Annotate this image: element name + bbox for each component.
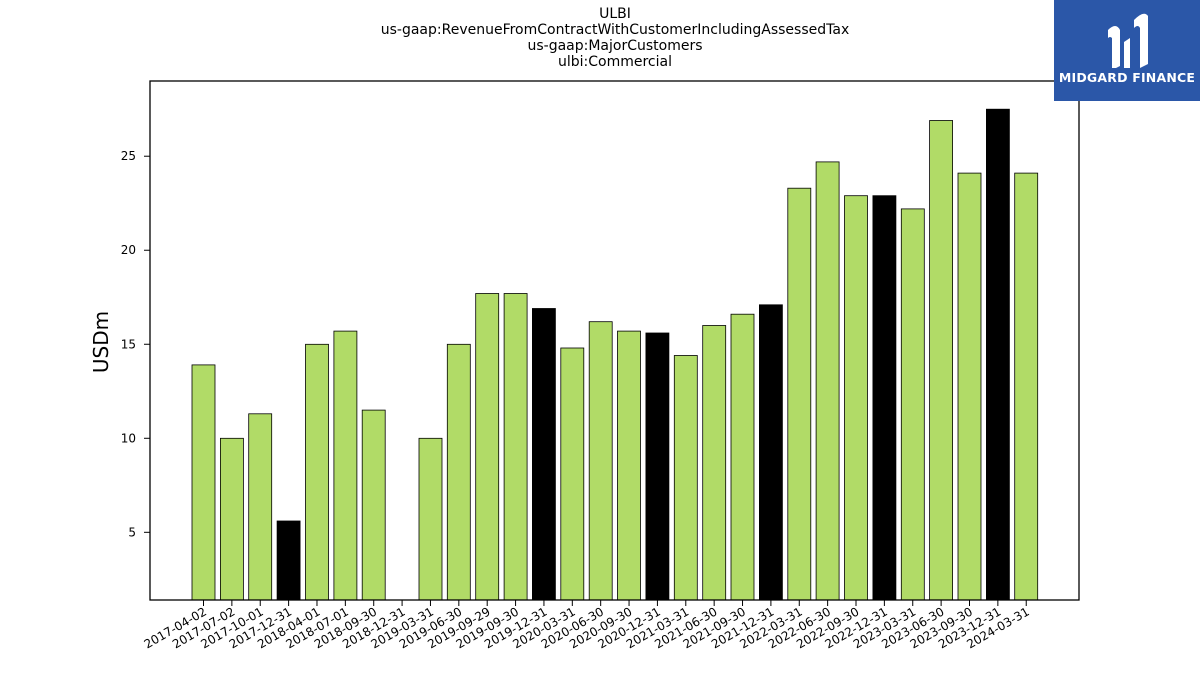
y-tick-label: 25 — [121, 149, 136, 163]
midgard-logo-icon — [1108, 13, 1148, 68]
chart-title-line-1: ULBI — [599, 6, 631, 22]
bar-2021-06-30 — [702, 325, 727, 601]
bar-2020-12-31 — [645, 332, 670, 601]
bar-2023-12-31 — [986, 108, 1010, 601]
bar-2017-10-01 — [248, 413, 273, 601]
bar-2023-03-31 — [900, 208, 925, 601]
chart-title-line-2: us-gaap:RevenueFromContractWithCustomerI… — [380, 22, 850, 38]
bar-2023-06-30 — [929, 120, 953, 601]
y-tick-label: 5 — [128, 525, 136, 539]
bar-series — [191, 108, 1039, 601]
bar-2019-09-29 — [475, 293, 500, 601]
bar-2022-09-30 — [844, 195, 868, 601]
bar-2022-03-31 — [787, 187, 812, 601]
bar-2021-03-31 — [673, 355, 698, 601]
bar-2018-09-30 — [361, 409, 386, 601]
bar-2020-03-31 — [560, 347, 585, 601]
bar-2019-12-31 — [532, 308, 556, 601]
chart-title-line-3: us-gaap:MajorCustomers — [527, 38, 703, 54]
bar-2020-09-30 — [617, 330, 641, 601]
bar-2022-12-31 — [872, 195, 897, 601]
bar-2023-09-30 — [957, 172, 982, 601]
bar-2019-09-30 — [503, 293, 528, 601]
bar-2018-04-01 — [305, 343, 329, 601]
logo-text: MIDGARD FINANCE — [1058, 70, 1196, 85]
bar-2017-12-31 — [276, 520, 301, 601]
bar-2017-07-02 — [219, 437, 244, 601]
bar-2022-06-30 — [815, 161, 840, 601]
y-axis: 5 10 15 20 25 — [121, 149, 150, 539]
y-tick-label: 10 — [121, 431, 136, 445]
bar-2021-09-30 — [730, 313, 755, 601]
y-tick-label: 20 — [121, 243, 136, 257]
bar-2024-03-31 — [1014, 172, 1039, 601]
bar-2021-12-31 — [759, 304, 783, 601]
y-tick-label: 15 — [121, 337, 136, 351]
bar-2020-06-30 — [588, 321, 613, 601]
bar-2019-03-31 — [418, 437, 443, 601]
y-axis-label: USDm — [89, 311, 113, 373]
x-axis: 2017-04-022017-07-022017-10-012017-12-31… — [142, 600, 1032, 651]
midgard-finance-logo: MIDGARD FINANCE — [1054, 0, 1200, 101]
chart-title-line-4: ulbi:Commercial — [558, 54, 672, 70]
bar-2018-07-01 — [333, 330, 358, 601]
bar-2017-04-02 — [191, 364, 216, 601]
bar-2019-06-30 — [446, 343, 471, 601]
plot-frame — [149, 80, 1080, 601]
